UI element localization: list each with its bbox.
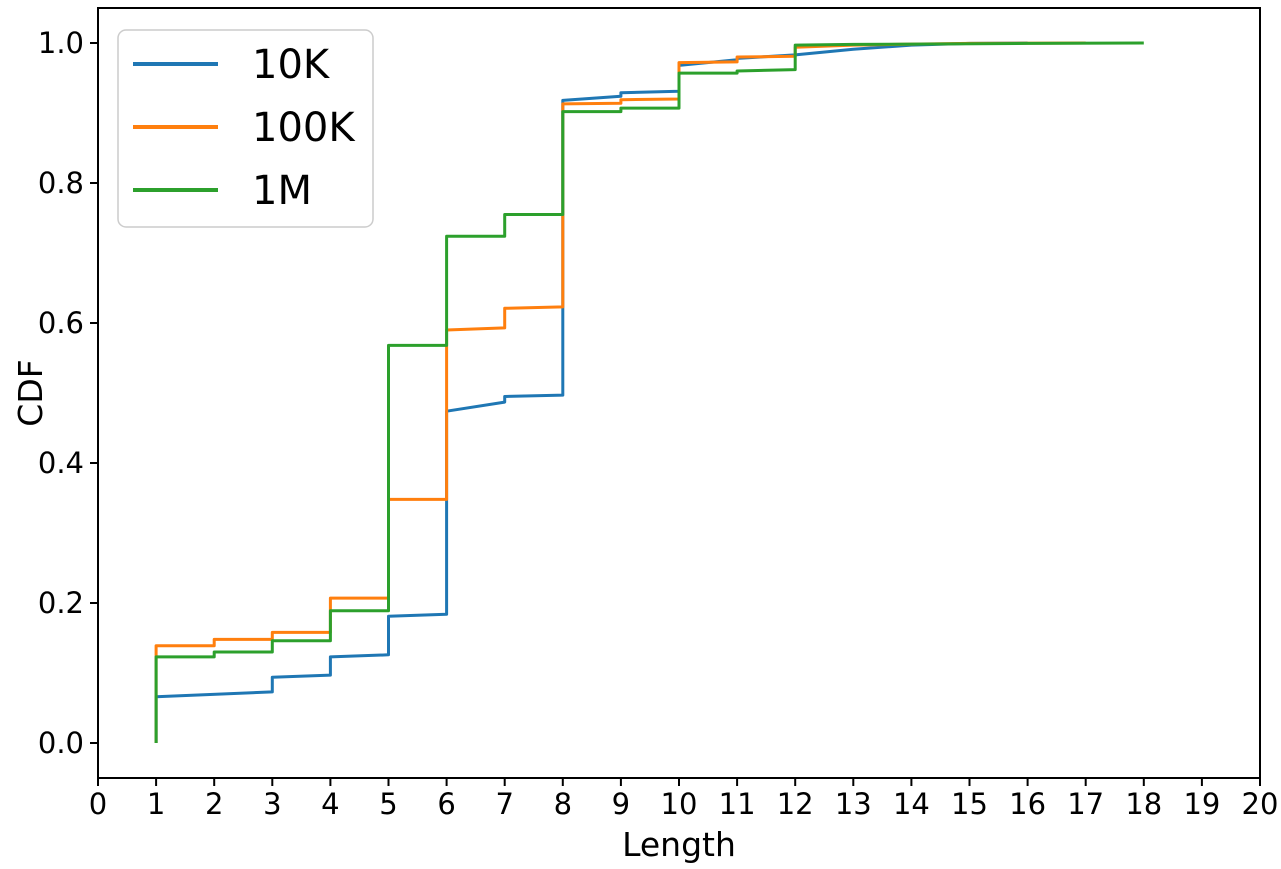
legend-box — [117, 29, 374, 228]
y-tick-label: 0.6 — [38, 306, 84, 340]
y-tick-label: 0.4 — [38, 446, 84, 480]
x-tick-label: 4 — [321, 787, 339, 821]
y-axis-label: CDF — [11, 359, 50, 426]
x-tick-label: 13 — [835, 787, 872, 821]
x-tick-label: 15 — [951, 787, 988, 821]
x-tick-label: 10 — [661, 787, 698, 821]
x-tick-label: 11 — [719, 787, 756, 821]
x-tick-label: 1 — [147, 787, 165, 821]
y-tick-label: 0.0 — [38, 726, 84, 760]
series-line-1M — [154, 41, 1144, 743]
x-tick-label: 5 — [379, 787, 397, 821]
x-axis-label: Length — [622, 825, 736, 864]
x-tick-label: 14 — [893, 787, 930, 821]
x-tick-label: 12 — [777, 787, 814, 821]
x-tick-label: 16 — [1009, 787, 1046, 821]
y-tick-label: 0.8 — [38, 166, 84, 200]
x-tick-label: 2 — [205, 787, 223, 821]
x-tick-label: 0 — [89, 787, 107, 821]
x-tick-label: 3 — [263, 787, 281, 821]
x-tick-label: 8 — [554, 787, 572, 821]
x-tick-label: 17 — [1067, 787, 1104, 821]
legend: 10K 100K 1M — [117, 29, 374, 228]
legend-label-10K: 10K — [252, 42, 331, 88]
x-tick-label: 19 — [1183, 787, 1220, 821]
series-lines — [154, 41, 1144, 743]
y-tick-label: 1.0 — [38, 26, 84, 60]
legend-label-1M: 1M — [252, 168, 312, 214]
axis-ticks: 0 1 2 3 4 5 6 7 8 9 10 11 12 13 14 15 16 17 18 19 200.00.20.… — [38, 26, 1279, 821]
x-tick-label: 6 — [437, 787, 455, 821]
x-tick-label: 20 — [1242, 787, 1279, 821]
legend-label-100K: 100K — [252, 105, 356, 151]
x-tick-label: 18 — [1125, 787, 1162, 821]
x-tick-label: 9 — [612, 787, 630, 821]
y-tick-label: 0.2 — [38, 586, 84, 620]
x-tick-label: 7 — [495, 787, 513, 821]
